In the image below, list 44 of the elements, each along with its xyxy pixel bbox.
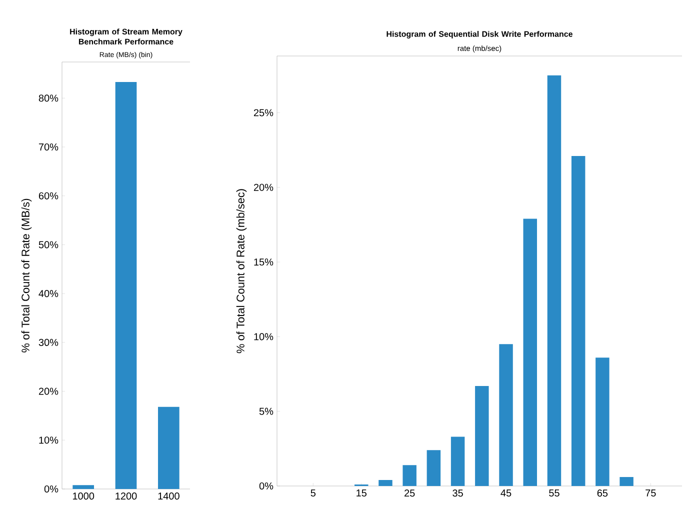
x-tick-label: 35 xyxy=(452,490,463,497)
y-tick-label: 40% xyxy=(38,290,58,298)
x-tick-label: 1200 xyxy=(116,492,137,500)
bar xyxy=(620,477,634,486)
y-tick-label: 5% xyxy=(259,408,274,415)
bar xyxy=(596,358,610,486)
bar xyxy=(72,485,94,489)
bar xyxy=(402,465,416,486)
x-tick-label: 25 xyxy=(404,490,415,497)
y-tick-label: 70% xyxy=(38,143,58,151)
y-tick-label: 30% xyxy=(38,338,58,346)
x-tick-label: 45 xyxy=(500,490,512,496)
bar xyxy=(378,480,392,486)
x-tick-label: 1400 xyxy=(158,492,180,500)
bar xyxy=(499,344,513,486)
x-tick-label: 1000 xyxy=(72,492,94,500)
x-tick-label: 65 xyxy=(597,490,608,497)
y-tick-label: 25% xyxy=(254,109,274,116)
bar xyxy=(547,75,562,486)
y-tick-label: 10% xyxy=(39,436,58,444)
y-axis-title: % of Total Count of Rate (mb/sec) xyxy=(236,189,247,354)
y-tick-label: 0% xyxy=(44,485,58,493)
y-tick-label: 10% xyxy=(254,333,274,340)
bar xyxy=(426,450,441,486)
y-tick-label: 15% xyxy=(254,258,274,266)
y-axis-title: % of Total Count of Rate (MB/s) xyxy=(21,198,32,352)
chart-title: Histogram of Stream Memory Benchmark Performance xyxy=(70,28,182,44)
y-tick-label: 60% xyxy=(38,192,58,200)
bar xyxy=(523,218,537,486)
chart-title: Histogram of Sequential Disk Write Performance xyxy=(386,30,572,38)
x-tick-label: 55 xyxy=(549,490,560,496)
x-tick-label: 15 xyxy=(356,490,367,496)
y-tick-label: 80% xyxy=(38,94,58,102)
bar xyxy=(475,386,489,486)
bar xyxy=(571,156,586,486)
x-tick-label: 5 xyxy=(310,490,316,496)
y-tick-label: 50% xyxy=(38,241,58,248)
bar xyxy=(115,82,137,489)
y-tick-label: 20% xyxy=(254,184,274,191)
y-tick-label: 0% xyxy=(259,482,274,490)
x-tick-label: 75 xyxy=(646,490,656,496)
bar xyxy=(450,436,465,486)
y-tick-label: 20% xyxy=(38,388,58,395)
bar xyxy=(158,406,180,489)
